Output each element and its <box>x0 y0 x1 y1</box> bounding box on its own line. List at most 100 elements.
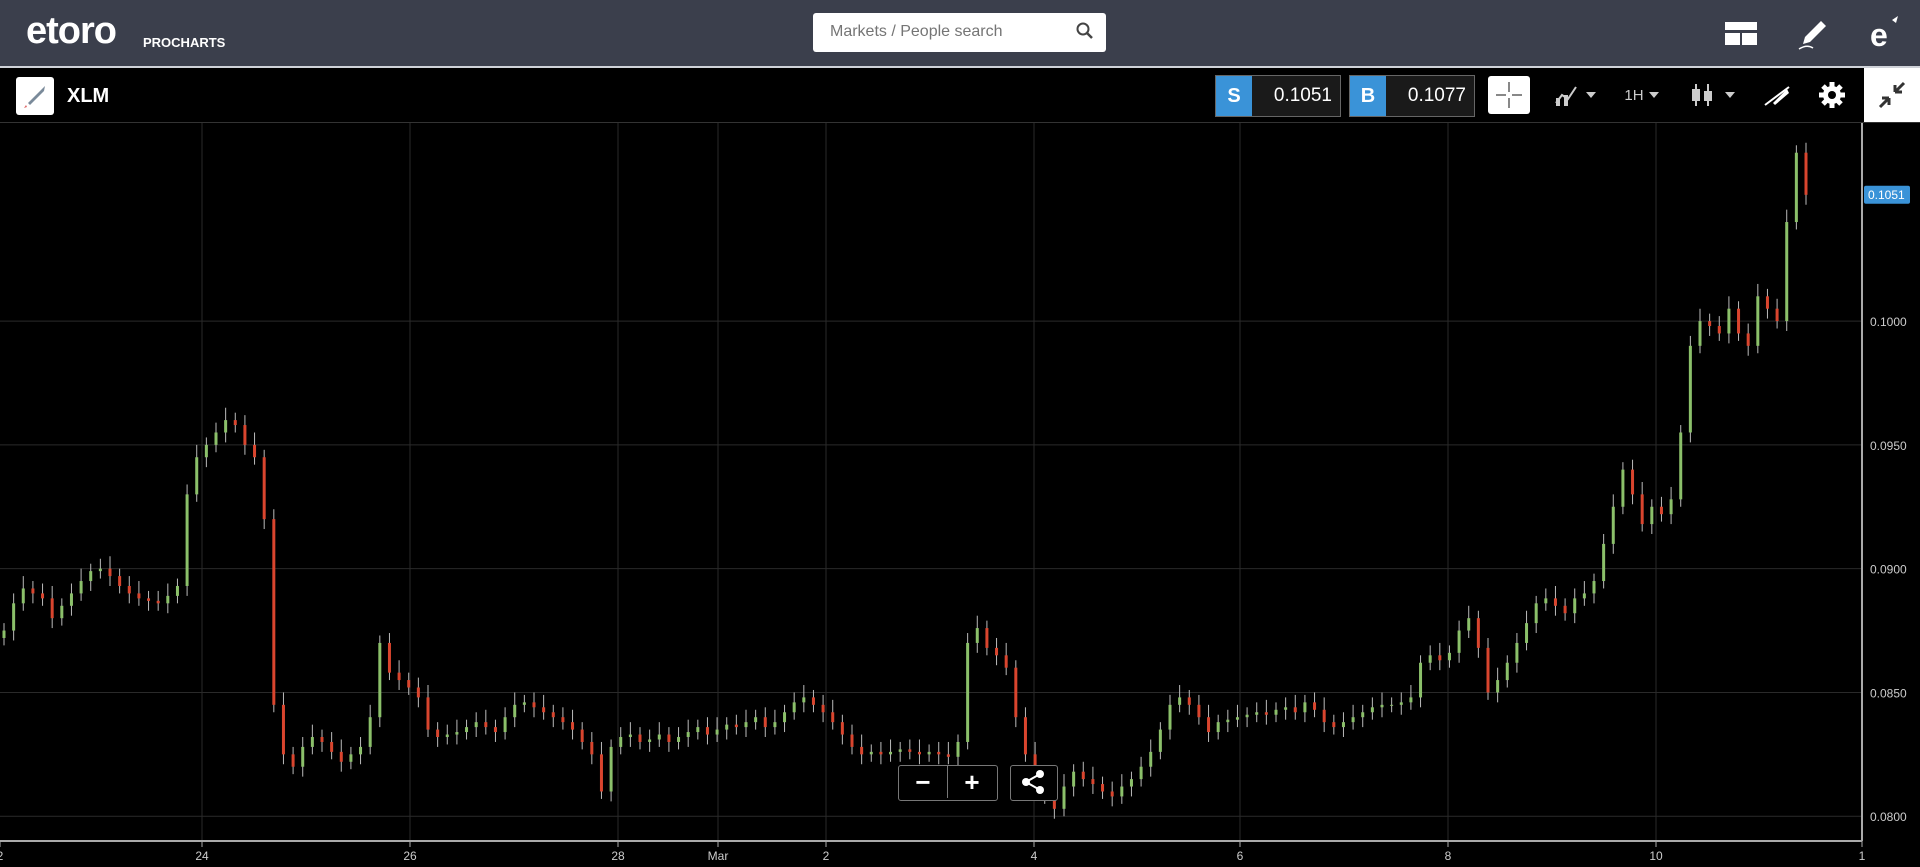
candle-body <box>41 593 45 599</box>
candle-body <box>1602 543 1606 582</box>
candle-body <box>1534 603 1538 624</box>
collapse-icon <box>1878 81 1906 109</box>
candle-body <box>802 697 806 703</box>
candle-body <box>879 751 883 755</box>
candle-body <box>368 717 372 747</box>
candle-body <box>484 722 488 728</box>
drawing-tools-button[interactable] <box>1758 76 1796 114</box>
candle-body <box>1129 779 1133 787</box>
chart-type-dropdown[interactable] <box>1686 76 1742 114</box>
candle-body <box>1467 618 1471 631</box>
candle-body <box>551 712 555 718</box>
candle-body <box>783 712 787 723</box>
indicators-dropdown[interactable] <box>1548 76 1604 114</box>
candle-body <box>359 746 363 755</box>
zoom-out-button[interactable]: − <box>915 767 931 797</box>
x-tick-label: 8 <box>1445 849 1452 863</box>
candle-body <box>1496 680 1500 693</box>
candle-body <box>1727 308 1731 334</box>
edit-pencil-icon[interactable] <box>1795 14 1833 52</box>
crosshair-button[interactable] <box>1488 76 1530 114</box>
candle-body <box>378 642 382 718</box>
x-tick-label: 10 <box>1649 849 1663 863</box>
candle-body <box>1438 655 1442 661</box>
candle-body <box>734 724 738 728</box>
chart-toolbar: XLM S 0.1051 B 0.1077 1H <box>0 68 1920 123</box>
price-chart[interactable]: 0.10000.09500.09000.08500.08002242628Mar… <box>0 123 1920 867</box>
collapse-button[interactable] <box>1864 68 1920 122</box>
zoom-in-button[interactable]: + <box>947 766 996 798</box>
candle-body <box>12 603 16 631</box>
buy-button[interactable]: B 0.1077 <box>1349 75 1475 117</box>
etoro-menu-icon[interactable]: e <box>1866 14 1904 53</box>
candle-body <box>1399 702 1403 705</box>
candle-body <box>31 588 35 594</box>
timeframe-dropdown[interactable]: 1H <box>1616 76 1668 114</box>
candle-body <box>310 737 314 747</box>
candle-body <box>1004 655 1008 668</box>
etoro-logo[interactable]: etoro <box>26 10 117 52</box>
candle-body <box>956 741 960 757</box>
candle-body <box>185 494 189 586</box>
candle-body <box>677 737 681 742</box>
candle-body <box>214 432 218 445</box>
candle-body <box>1274 709 1278 715</box>
candle-body <box>908 749 912 752</box>
candle-body <box>1158 729 1162 752</box>
sell-button[interactable]: S 0.1051 <box>1215 75 1341 117</box>
search-input[interactable] <box>828 22 1062 42</box>
candle-body <box>1688 345 1692 433</box>
candle-body <box>281 704 285 755</box>
candle-body <box>763 717 767 728</box>
candle-body <box>696 727 700 733</box>
search-box[interactable] <box>813 13 1106 52</box>
candle-body <box>330 741 334 752</box>
candle-body <box>1255 712 1259 715</box>
candle-body <box>1062 786 1066 809</box>
candle-body <box>1611 506 1615 544</box>
candle-body <box>118 576 122 586</box>
candle-body <box>1361 712 1365 718</box>
candle-body <box>1178 697 1182 705</box>
candle-body <box>1525 623 1529 643</box>
buy-price: 0.1077 <box>1407 85 1466 106</box>
candle-body <box>1640 494 1644 525</box>
candle-body <box>1476 618 1480 648</box>
candle-body <box>1708 321 1712 327</box>
candle-body <box>985 628 989 648</box>
share-button[interactable] <box>1010 765 1058 801</box>
candle-body <box>513 704 517 718</box>
candle-body <box>272 519 276 705</box>
candle-body <box>1390 704 1394 706</box>
x-tick-label: 1 <box>1859 849 1866 863</box>
candle-body <box>1804 152 1808 195</box>
candle-body <box>108 568 112 577</box>
candle-body <box>1573 598 1577 614</box>
candle-body <box>667 734 671 742</box>
candle-body <box>821 704 825 713</box>
candle-body <box>1553 598 1557 606</box>
candle-body <box>503 717 507 733</box>
candle-body <box>811 697 815 705</box>
x-tick-label: 28 <box>611 849 625 863</box>
candle-body <box>725 724 729 730</box>
candle-body <box>1341 722 1345 728</box>
candle-body <box>571 722 575 730</box>
candle-body <box>561 717 565 723</box>
candle-body <box>1746 333 1750 346</box>
candle-body <box>243 425 247 445</box>
candle-body <box>253 444 257 458</box>
candle-body <box>1505 662 1509 681</box>
candle-body <box>493 727 497 733</box>
candle-body <box>860 746 864 755</box>
candle-body <box>1717 326 1721 334</box>
candle-body <box>1659 506 1663 515</box>
x-tick-label: 24 <box>195 849 209 863</box>
settings-button[interactable] <box>1812 76 1852 114</box>
candle-body <box>1332 722 1336 728</box>
candle-body <box>1168 704 1172 730</box>
search-icon[interactable] <box>1076 22 1094 45</box>
candle-body <box>1120 786 1124 797</box>
candle-body <box>301 746 305 767</box>
layout-icon[interactable] <box>1722 14 1760 52</box>
